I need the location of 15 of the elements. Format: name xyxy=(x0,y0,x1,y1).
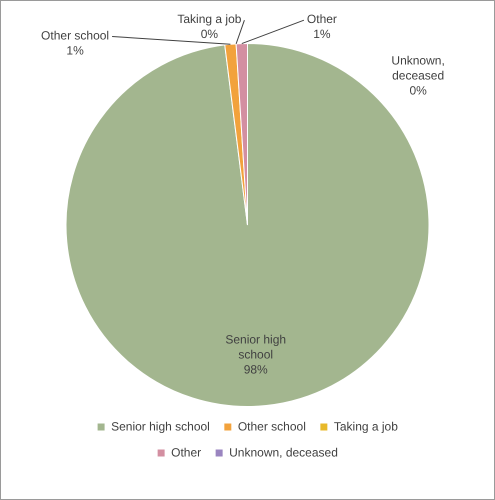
data-label: 1% xyxy=(66,43,84,58)
category-label: Taking a job xyxy=(177,12,242,26)
data-label: 98% xyxy=(244,362,268,377)
legend-label: Unknown, deceased xyxy=(229,445,338,460)
legend-label: Other xyxy=(171,445,202,460)
category-label: Unknown, deceased xyxy=(391,53,445,82)
text: 0% xyxy=(409,83,427,98)
legend-label: Senior high school xyxy=(111,419,210,434)
slice-label: Senior high school xyxy=(225,332,286,362)
legend-label: Taking a job xyxy=(334,419,398,434)
slice-label: Other xyxy=(306,12,337,26)
text: 0% xyxy=(200,26,218,41)
legend-label: Other school xyxy=(238,419,306,434)
data-label: 1% xyxy=(313,26,331,41)
slice-label: Other school xyxy=(41,28,110,42)
